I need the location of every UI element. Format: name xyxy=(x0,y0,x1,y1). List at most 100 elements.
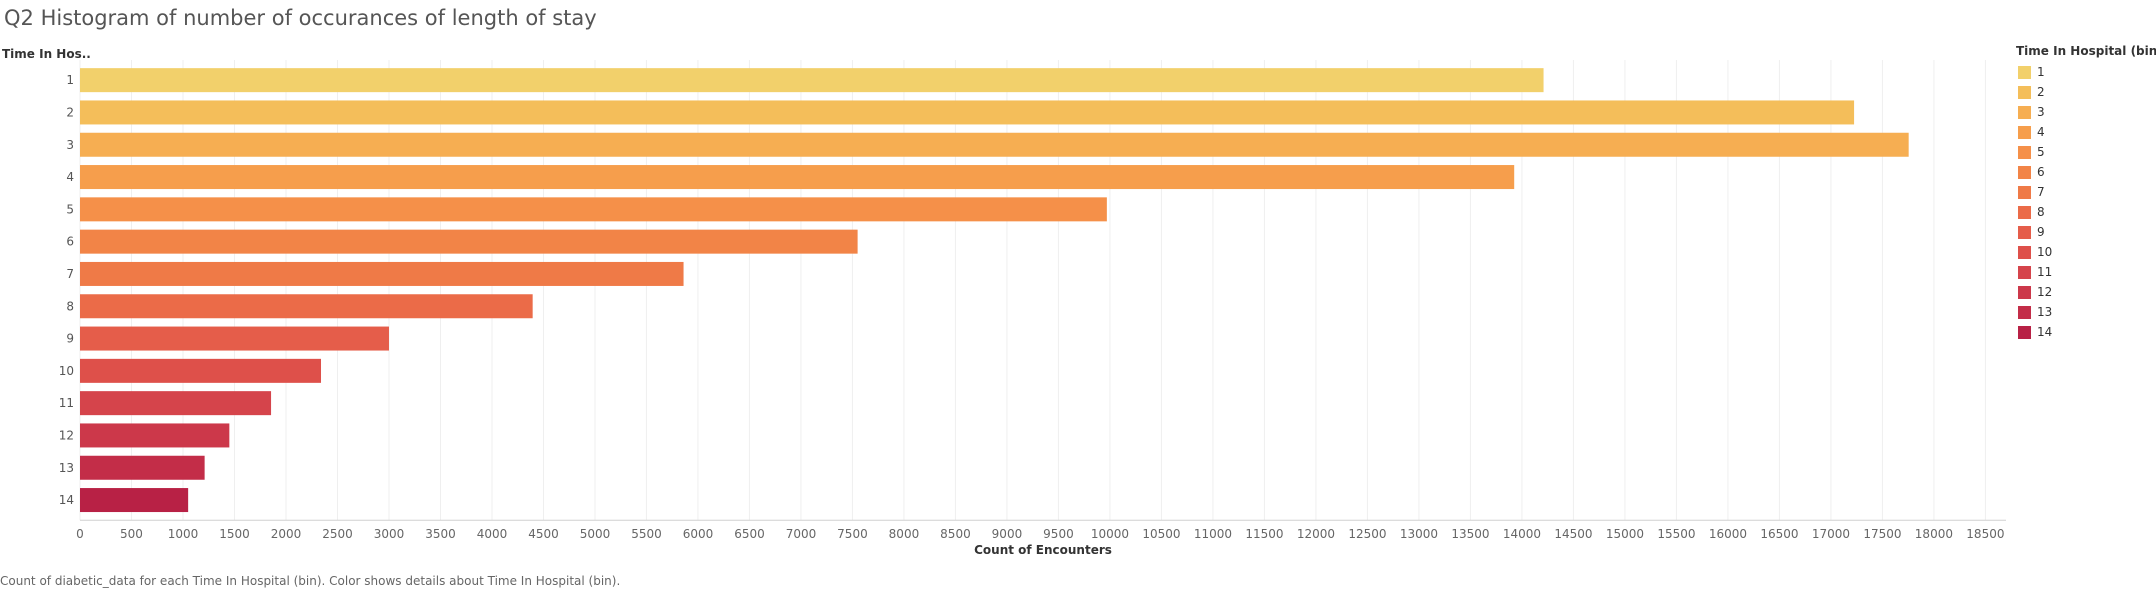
legend-swatch xyxy=(2018,105,2031,119)
y-tick-label: 9 xyxy=(66,332,74,346)
legend-item[interactable]: 12 xyxy=(2016,282,2156,302)
legend-item[interactable]: 9 xyxy=(2016,222,2156,242)
x-tick-label: 10000 xyxy=(1091,527,1129,541)
legend-swatch xyxy=(2018,85,2031,99)
x-tick-label: 0 xyxy=(76,527,84,541)
legend-label: 9 xyxy=(2037,225,2045,239)
x-tick-label: 16500 xyxy=(1760,527,1798,541)
x-tick-label: 4000 xyxy=(477,527,508,541)
legend-swatch xyxy=(2018,325,2031,339)
legend-item[interactable]: 1 xyxy=(2016,62,2156,82)
legend-swatch xyxy=(2018,145,2031,159)
legend-item[interactable]: 10 xyxy=(2016,242,2156,262)
x-tick-label: 3500 xyxy=(425,527,456,541)
legend-swatch xyxy=(2018,285,2031,299)
x-tick-label: 15000 xyxy=(1606,527,1644,541)
x-tick-label: 6000 xyxy=(683,527,714,541)
legend-label: 12 xyxy=(2037,285,2053,299)
x-tick-label: 14500 xyxy=(1554,527,1592,541)
bar[interactable] xyxy=(80,68,1544,93)
legend-item[interactable]: 8 xyxy=(2016,202,2156,222)
legend-item[interactable]: 2 xyxy=(2016,82,2156,102)
bar[interactable] xyxy=(80,358,322,383)
legend-swatch xyxy=(2018,265,2031,279)
legend-item[interactable]: 13 xyxy=(2016,302,2156,322)
legend-items: 1 2 3 4 5 6 7 8 9 10 11 12 13 14 xyxy=(2016,62,2156,342)
legend-swatch xyxy=(2018,205,2031,219)
x-tick-label: 7500 xyxy=(837,527,868,541)
legend: Time In Hospital (bin) 1 2 3 4 5 6 7 8 9 10 11 12 13… xyxy=(2016,44,2156,342)
chart-caption: Count of diabetic_data for each Time In … xyxy=(0,574,621,588)
bar[interactable] xyxy=(80,423,230,448)
x-tick-label: 10500 xyxy=(1142,527,1180,541)
legend-item[interactable]: 14 xyxy=(2016,322,2156,342)
x-tick-label: 11000 xyxy=(1194,527,1232,541)
x-tick-label: 5000 xyxy=(580,527,611,541)
legend-item[interactable]: 3 xyxy=(2016,102,2156,122)
bar[interactable] xyxy=(80,294,533,319)
legend-item[interactable]: 7 xyxy=(2016,182,2156,202)
x-tick-label: 17000 xyxy=(1812,527,1850,541)
legend-swatch xyxy=(2018,225,2031,239)
bar[interactable] xyxy=(80,391,272,416)
bar[interactable] xyxy=(80,132,1909,157)
x-tick-label: 8500 xyxy=(940,527,971,541)
legend-item[interactable]: 6 xyxy=(2016,162,2156,182)
y-tick-label: 3 xyxy=(66,138,74,152)
y-axis-title: Time In Hos.. xyxy=(2,47,91,61)
legend-item[interactable]: 11 xyxy=(2016,262,2156,282)
x-tick-label: 16000 xyxy=(1709,527,1747,541)
legend-swatch xyxy=(2018,305,2031,319)
x-tick-label: 17500 xyxy=(1863,527,1901,541)
bar[interactable] xyxy=(80,229,858,254)
y-tick-label: 5 xyxy=(66,202,74,216)
y-tick-label: 11 xyxy=(59,396,74,410)
bar[interactable] xyxy=(80,261,684,286)
legend-swatch xyxy=(2018,65,2031,79)
x-tick-label: 18500 xyxy=(1966,527,2004,541)
y-tick-label: 7 xyxy=(66,267,74,281)
legend-swatch xyxy=(2018,245,2031,259)
y-tick-label: 8 xyxy=(66,299,74,313)
legend-swatch xyxy=(2018,185,2031,199)
x-tick-label: 13500 xyxy=(1451,527,1489,541)
y-tick-label: 13 xyxy=(59,461,74,475)
bar[interactable] xyxy=(80,326,389,351)
bar[interactable] xyxy=(80,100,1855,125)
x-tick-label: 2000 xyxy=(271,527,302,541)
x-tick-label: 18000 xyxy=(1915,527,1953,541)
legend-item[interactable]: 5 xyxy=(2016,142,2156,162)
legend-label: 7 xyxy=(2037,185,2045,199)
x-tick-label: 6500 xyxy=(734,527,765,541)
bar[interactable] xyxy=(80,455,205,480)
bar-layer xyxy=(80,68,1909,513)
y-tick-label: 4 xyxy=(66,170,74,184)
x-tick-label: 8000 xyxy=(889,527,920,541)
x-tick-label: 12000 xyxy=(1297,527,1335,541)
y-tick-label: 1 xyxy=(66,73,74,87)
x-tick-label: 12500 xyxy=(1348,527,1386,541)
legend-label: 6 xyxy=(2037,165,2045,179)
y-tick-label: 14 xyxy=(59,493,74,507)
x-tick-label: 2500 xyxy=(322,527,353,541)
x-tick-layer: 0 500 1000 1500 2000 2500 3000 3500 4000 4500 5000… xyxy=(76,527,2004,541)
y-tick-label: 10 xyxy=(59,364,74,378)
legend-title: Time In Hospital (bin) xyxy=(2016,44,2156,58)
bar[interactable] xyxy=(80,165,1515,190)
x-tick-label: 1000 xyxy=(168,527,199,541)
bar[interactable] xyxy=(80,488,189,513)
legend-label: 5 xyxy=(2037,145,2045,159)
legend-swatch xyxy=(2018,125,2031,139)
x-axis-title: Count of Encounters xyxy=(974,543,1112,557)
legend-item[interactable]: 4 xyxy=(2016,122,2156,142)
bar[interactable] xyxy=(80,197,1107,222)
x-tick-label: 4500 xyxy=(528,527,559,541)
x-tick-label: 13000 xyxy=(1400,527,1438,541)
y-tick-label: 12 xyxy=(59,428,74,442)
x-tick-label: 500 xyxy=(120,527,143,541)
legend-label: 11 xyxy=(2037,265,2053,279)
chart-title: Q2 Histogram of number of occurances of … xyxy=(4,6,597,30)
x-tick-label: 9000 xyxy=(992,527,1023,541)
